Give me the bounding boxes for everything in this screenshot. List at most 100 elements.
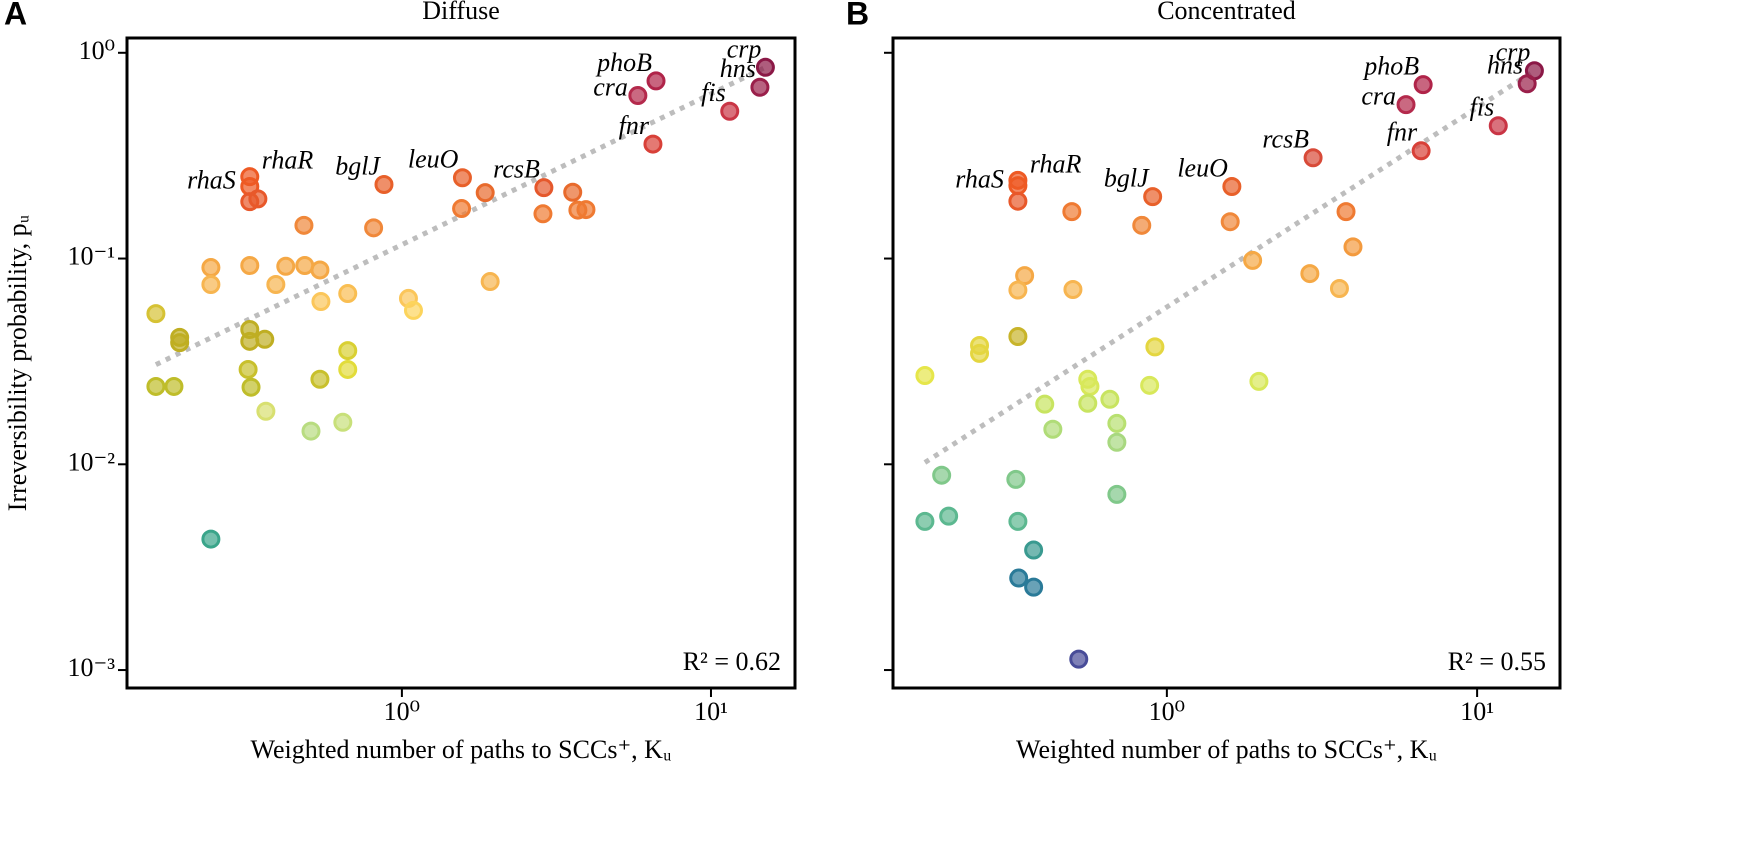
fit-annotation: R² = 0.62 [683,647,781,676]
gene-label: rcsB [493,155,540,184]
data-point [915,511,935,531]
data-point [1107,413,1127,433]
data-point [475,183,495,203]
data-point [1107,432,1127,452]
data-point [939,506,959,526]
data-point [1145,337,1165,357]
data-point [238,359,258,379]
data-point [311,292,331,312]
data-point [310,369,330,389]
data-point [1413,75,1433,95]
data-point [403,300,423,320]
data-point [374,175,394,195]
data-point [1024,540,1044,560]
data-point [1043,419,1063,439]
data-point [240,256,260,276]
gene-label: rhaS [955,165,1004,194]
data-point [294,215,314,235]
data-point [248,189,268,209]
gene-label: bglJ [335,151,381,180]
data-point [628,86,648,106]
x-tick-label: 10¹ [1460,697,1494,726]
gene-label: phoB [595,48,652,77]
data-point [310,260,330,280]
data-point [1220,212,1240,232]
data-point [915,366,935,386]
data-point [576,200,596,220]
gene-label: leuO [1177,153,1228,182]
data-point [1140,375,1160,395]
y-tick-label: 10⁻¹ [67,242,115,271]
data-point [643,134,663,154]
data-point [241,377,261,397]
data-point [1009,568,1029,588]
data-point [266,274,286,294]
data-point [240,167,260,187]
panel-letter: A [4,0,27,31]
data-point [146,376,166,396]
data-point [333,412,353,432]
data-point [1343,237,1363,257]
gene-label: fis [1470,93,1495,122]
gene-label: phoB [1362,52,1419,81]
data-point [1006,469,1026,489]
axes-frame [125,36,797,690]
data-point [1063,280,1083,300]
data-point [1078,393,1098,413]
gene-label: fis [701,78,726,107]
data-point [276,256,296,276]
data-point [1008,191,1028,211]
x-tick-label: 10¹ [694,697,728,726]
gene-label: rcsB [1262,125,1309,154]
data-point [533,204,553,224]
data-point [1300,264,1320,284]
data-point [1303,148,1323,168]
gene-label: cra [593,72,628,101]
gene-label: crp [1496,38,1531,67]
data-point [1069,649,1089,669]
data-point [970,343,990,363]
data-point [1100,389,1120,409]
x-tick-label: 10⁰ [384,697,420,726]
gene-label: leuO [408,145,459,174]
data-point [1488,116,1508,136]
fit-line [923,68,1536,465]
data-point [146,304,166,324]
data-point [1222,176,1242,196]
data-point [1080,376,1100,396]
gene-label: rhaS [187,165,236,194]
data-point [201,258,221,278]
data-point [1035,394,1055,414]
data-point [364,218,384,238]
data-point [1336,202,1356,222]
y-tick-label: 10⁰ [79,36,115,65]
x-axis-label: Weighted number of paths to SCCs⁺, Kᵤ [251,735,672,764]
data-point [1008,511,1028,531]
data-point [646,71,666,91]
gene-label: rhaR [1030,149,1082,178]
data-point [720,101,740,121]
gene-label: hns [1487,51,1523,80]
data-point [338,284,358,304]
data-point [750,77,770,97]
data-point [1008,326,1028,346]
panel-letter: B [846,0,869,31]
gene-label: hns [720,54,756,83]
panel-title: Concentrated [1157,0,1296,25]
y-axis-label: Irreversibility probability, pᵤ [3,215,32,511]
y-tick-label: 10⁻³ [67,653,115,682]
data-point [201,529,221,549]
gene-label: fnr [1387,118,1418,147]
data-point [164,376,184,396]
data-point [1062,202,1082,222]
data-point [1329,279,1349,299]
data-point [1249,371,1269,391]
data-point [1143,187,1163,207]
x-tick-label: 10⁰ [1149,697,1185,726]
data-point [295,256,315,276]
fit-annotation: R² = 0.55 [1448,647,1546,676]
gene-label: fnr [619,111,650,140]
data-point [1411,141,1431,161]
data-point [256,401,276,421]
